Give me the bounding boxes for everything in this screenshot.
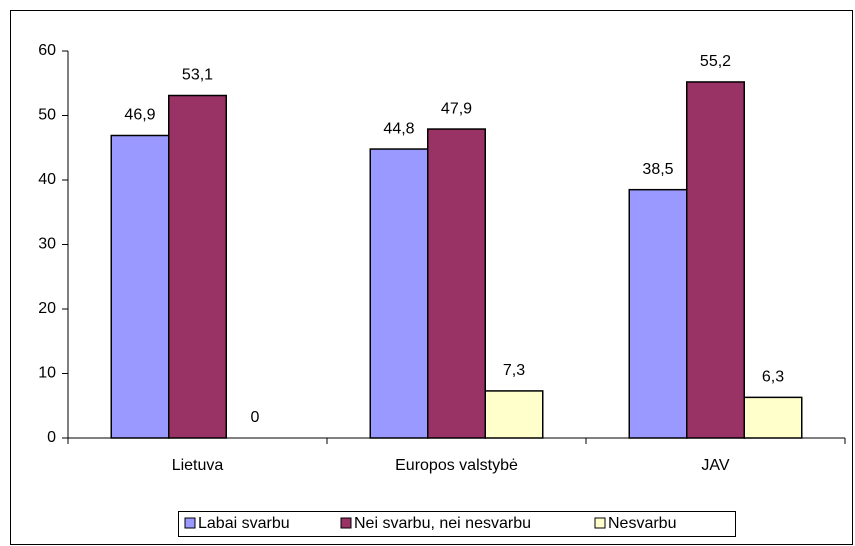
data-label: 7,3 — [503, 362, 525, 379]
y-tick-label: 40 — [38, 171, 56, 188]
y-tick-label: 10 — [38, 365, 56, 382]
x-tick-label: JAV — [701, 457, 729, 474]
data-label: 38,5 — [642, 161, 673, 178]
data-label: 6,3 — [762, 369, 784, 386]
x-tick-label: Europos valstybė — [395, 457, 518, 474]
legend-swatch — [340, 517, 352, 529]
bar — [369, 148, 429, 439]
bar — [484, 390, 544, 439]
bar — [110, 134, 170, 439]
bar — [427, 128, 486, 439]
x-tick-label: Lietuva — [172, 457, 224, 474]
legend-label: Nei svarbu, nei nesvarbu — [354, 515, 531, 532]
legend-swatch — [594, 517, 606, 529]
data-label: 55,2 — [700, 53, 731, 70]
y-tick-label: 20 — [38, 300, 56, 317]
data-label: 47,9 — [441, 100, 472, 117]
data-label: 46,9 — [124, 107, 155, 124]
legend-swatch — [184, 517, 196, 529]
bar — [686, 81, 745, 439]
bar — [743, 396, 803, 439]
bar — [628, 188, 688, 439]
data-label: 44,8 — [383, 120, 414, 137]
y-tick-label: 50 — [38, 107, 56, 124]
legend-label: Labai svarbu — [198, 515, 290, 532]
y-tick-label: 60 — [38, 42, 56, 59]
bar — [168, 94, 227, 439]
legend-label: Nesvarbu — [608, 515, 676, 532]
y-tick-label: 0 — [47, 429, 56, 446]
data-label: 53,1 — [182, 67, 213, 84]
legend-box — [178, 511, 736, 537]
data-label: 0 — [251, 409, 260, 426]
y-tick-label: 30 — [38, 236, 56, 253]
